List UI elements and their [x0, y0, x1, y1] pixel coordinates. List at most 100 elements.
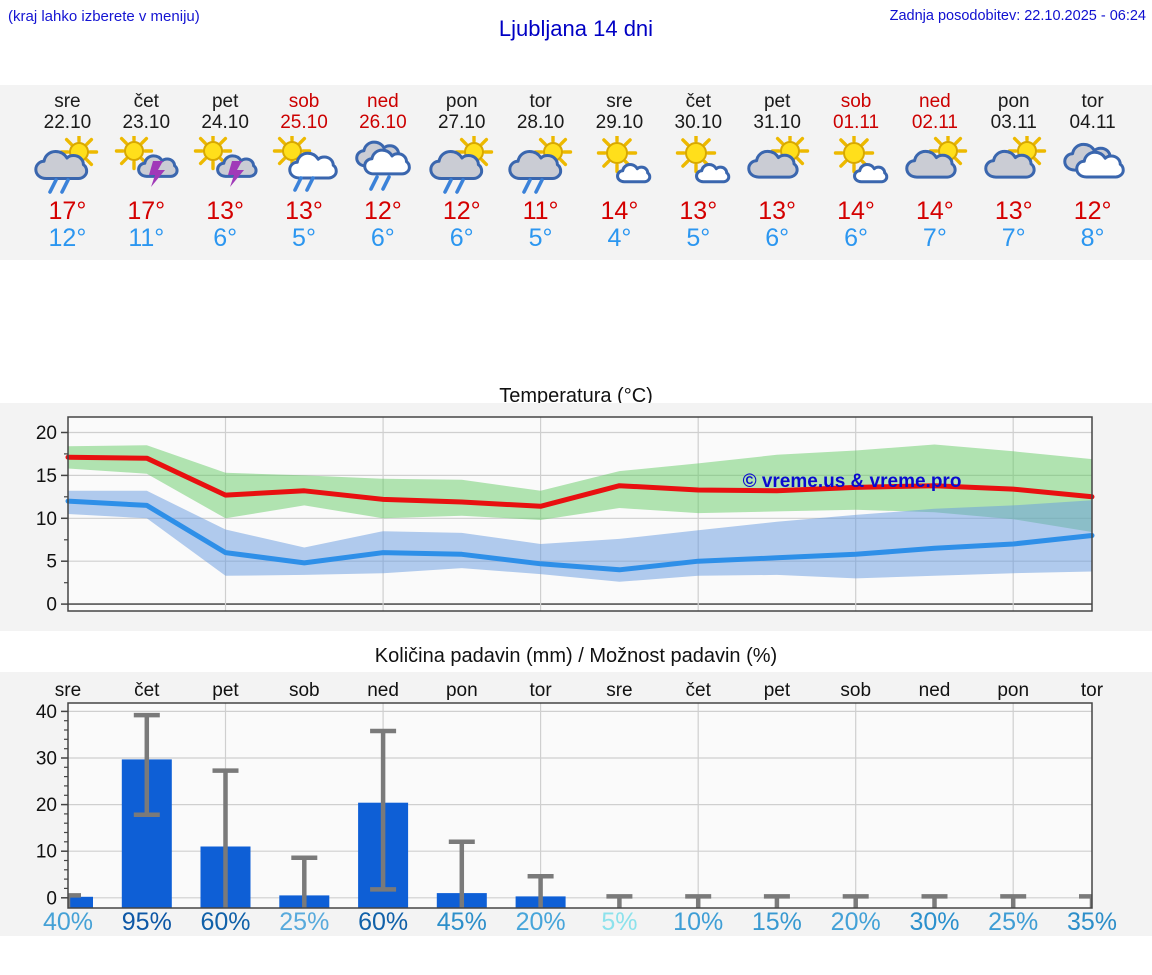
clouds-icon [1062, 142, 1125, 179]
temperature-chart-title: Temperatura (°C) [499, 385, 653, 407]
probability-label: 35% [1067, 908, 1117, 936]
y-tick-label: 10 [36, 842, 57, 863]
day-label: sob [289, 680, 320, 701]
day-date: 26.10 [359, 112, 407, 133]
weather-icon [343, 136, 422, 196]
probability-label: 20% [831, 908, 881, 936]
sun-smallcloud-icon [676, 136, 731, 184]
forecast-day: sob 01.11 14° 6° [817, 91, 896, 260]
day-high-temp: 14° [837, 197, 875, 225]
precipitation-chart: sre čet pet sob ned pon tor sre čet pet sob ned pon t… [0, 672, 1152, 936]
probability-label: 15% [752, 908, 802, 936]
day-high-temp: 12° [1073, 197, 1112, 225]
day-high-temp: 13° [758, 197, 797, 225]
y-tick-label: 40 [36, 702, 57, 723]
day-name: čet [685, 91, 711, 112]
weather-icon [1053, 136, 1132, 196]
forecast-day: čet 23.10 17° 11° [107, 91, 186, 260]
day-label: sob [840, 680, 871, 701]
day-name: ned [367, 91, 399, 112]
day-label: tor [530, 680, 553, 701]
day-low-temp: 11° [128, 224, 165, 252]
forecast-strip: sre 22.10 17° 12° čet 23.10 17° 11° pet … [0, 85, 1152, 260]
day-label: pet [212, 680, 239, 701]
day-high-temp: 14° [600, 197, 639, 225]
max_temp-line [65, 454, 1095, 509]
day-label: tor [1081, 680, 1104, 701]
cloud-sun-icon [984, 136, 1046, 179]
day-high-temp: 13° [679, 197, 718, 225]
forecast-day: sre 22.10 17° 12° [28, 91, 107, 260]
forecast-day: čet 30.10 13° 5° [659, 91, 738, 260]
day-date: 27.10 [437, 112, 486, 133]
temperature-chart: © vreme.us & vreme.pro 0 5 10 15 20 [0, 403, 1152, 631]
weather-icon [659, 136, 738, 196]
probability-label: 5% [601, 908, 637, 936]
day-label: čet [686, 680, 712, 701]
day-high-temp: 13° [206, 197, 245, 225]
probability-label: 10% [673, 908, 723, 936]
clouds-rain-icon [355, 140, 411, 191]
forecast-day: sob 25.10 13° 5° [265, 91, 344, 260]
probability-label: 25% [279, 908, 329, 936]
day-label: ned [367, 680, 399, 701]
sun-smallcloud-icon [597, 136, 652, 184]
forecast-day: tor 28.10 11° 5° [501, 91, 580, 260]
day-low-temp: 6° [449, 224, 474, 252]
temperature-plot: © vreme.us & vreme.pro 0 5 10 15 20 [36, 416, 1095, 616]
day-name: sre [606, 91, 633, 112]
day-label: ned [919, 680, 951, 701]
weather-icon [107, 136, 186, 196]
forecast-day: ned 02.11 14° 7° [895, 91, 974, 260]
day-high-temp: 17° [48, 197, 87, 225]
last-update: Zadnja posodobitev: 22.10.2025 - 06:24 [889, 8, 1146, 24]
day-date: 28.10 [516, 112, 565, 133]
weather-icon [580, 136, 659, 196]
day-low-temp: 6° [844, 224, 868, 252]
weather-icon [422, 136, 501, 196]
day-date: 24.10 [201, 112, 249, 133]
sun-cloud-rain-icon [34, 136, 99, 194]
day-date: 01.11 [832, 112, 880, 133]
day-label: pon [446, 680, 478, 701]
day-label: pet [764, 680, 791, 701]
day-label: sre [55, 680, 81, 701]
watermark: © vreme.us & vreme.pro [743, 471, 962, 492]
day-name: sob [840, 91, 872, 112]
day-low-temp: 6° [213, 224, 238, 252]
probability-label: 40% [43, 908, 93, 936]
day-high-temp: 13° [285, 197, 323, 225]
weather-icon [28, 136, 107, 196]
precipitation-chart-title: Količina padavin (mm) / Možnost padavin … [374, 645, 778, 667]
day-date: 22.10 [43, 112, 92, 133]
precip-bar [68, 896, 93, 908]
day-date: 04.11 [1069, 112, 1116, 133]
probability-label: 45% [437, 908, 487, 936]
day-name: tor [529, 91, 552, 112]
day-low-temp: 12° [48, 224, 87, 252]
day-low-temp: 5° [528, 224, 553, 252]
day-high-temp: 17° [127, 197, 166, 225]
day-low-temp: 7° [922, 224, 947, 252]
day-date: 31.10 [753, 112, 801, 133]
day-label: pon [997, 680, 1029, 701]
y-tick-label: 0 [46, 888, 57, 909]
day-date: 02.11 [911, 112, 958, 133]
forecast-day: pon 03.11 13° 7° [974, 91, 1053, 260]
y-tick-label: 10 [36, 509, 57, 530]
cloud-sun-icon [905, 136, 968, 179]
precipitation-plot: sre čet pet sob ned pon tor sre čet pet sob ned pon t… [36, 680, 1117, 936]
day-name: pet [763, 91, 791, 112]
day-date: 25.10 [280, 112, 328, 133]
day-name: čet [133, 91, 159, 112]
sun-smallcloud-icon [833, 136, 889, 184]
day-name: pon [997, 91, 1030, 112]
weather-icon [738, 136, 817, 196]
day-name: pon [445, 91, 478, 112]
probability-label: 25% [988, 908, 1038, 936]
day-high-temp: 12° [363, 197, 402, 225]
day-name: sob [288, 91, 320, 112]
sun-whitecloud-rain-icon [272, 136, 338, 192]
y-tick-label: 20 [36, 423, 57, 444]
day-date: 29.10 [595, 112, 644, 133]
